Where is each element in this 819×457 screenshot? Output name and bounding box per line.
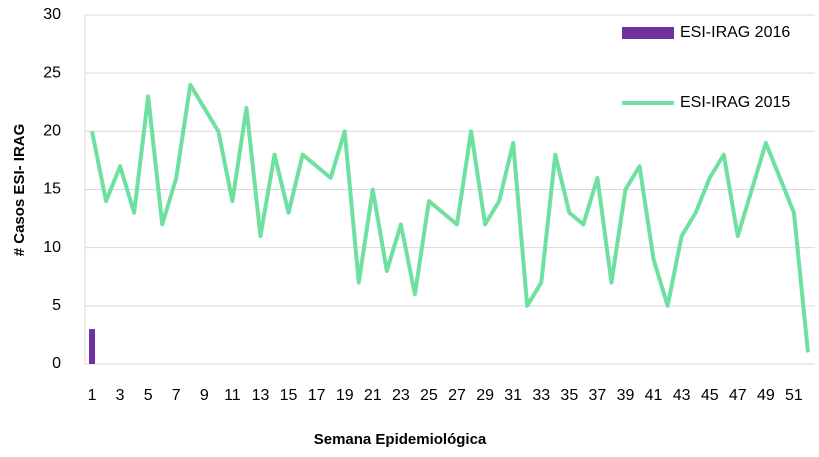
y-tick-label: 30 <box>43 6 61 23</box>
x-tick-label: 37 <box>589 387 607 404</box>
x-tick-label: 39 <box>617 387 635 404</box>
x-tick-label: 41 <box>645 387 663 404</box>
x-tick-label: 13 <box>252 387 270 404</box>
x-tick-label: 43 <box>673 387 691 404</box>
x-tick-label: 35 <box>560 387 578 404</box>
x-tick-label: 7 <box>172 387 181 404</box>
x-tick-label: 29 <box>476 387 494 404</box>
legend-swatch <box>622 27 674 39</box>
x-tick-label: 49 <box>757 387 775 404</box>
x-tick-label: 9 <box>200 387 209 404</box>
y-tick-label: 15 <box>43 181 61 198</box>
x-tick-label: 23 <box>392 387 410 404</box>
x-tick-label: 25 <box>420 387 438 404</box>
y-tick-label: 25 <box>43 64 61 81</box>
y-tick-label: 10 <box>43 239 61 256</box>
legend-label: ESI-IRAG 2015 <box>680 94 790 111</box>
x-axis-title: Semana Epidemiológica <box>314 431 487 448</box>
x-tick-label: 19 <box>336 387 354 404</box>
x-tick-label: 3 <box>116 387 125 404</box>
x-tick-label: 1 <box>88 387 97 404</box>
x-tick-label: 17 <box>308 387 326 404</box>
y-tick-label: 20 <box>43 123 61 140</box>
bar <box>89 329 96 364</box>
y-tick-label: 5 <box>52 297 61 314</box>
x-tick-label: 11 <box>224 387 241 404</box>
x-tick-label: 51 <box>785 387 803 404</box>
x-tick-label: 45 <box>701 387 719 404</box>
y-tick-label: 0 <box>52 355 61 372</box>
x-tick-label: 5 <box>144 387 153 404</box>
x-tick-label: 27 <box>448 387 466 404</box>
x-tick-label: 21 <box>364 387 382 404</box>
y-axis-title: # Casos ESI- IRAG <box>11 124 28 257</box>
legend-label: ESI-IRAG 2016 <box>680 24 790 41</box>
x-tick-label: 15 <box>280 387 298 404</box>
x-tick-label: 33 <box>532 387 550 404</box>
line <box>90 82 810 353</box>
x-tick-label: 31 <box>504 387 522 404</box>
x-tick-label: 47 <box>729 387 747 404</box>
